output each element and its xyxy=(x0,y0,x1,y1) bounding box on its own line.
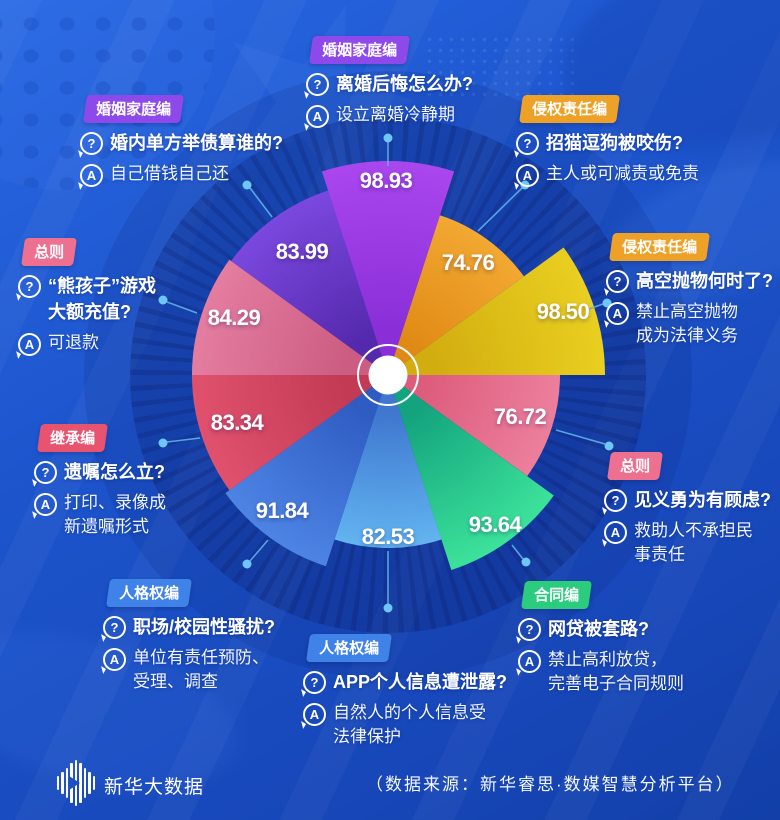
rose-wedge-继承编-83.34 xyxy=(191,375,388,491)
rose-wedge-婚姻家庭编-98.93 xyxy=(321,161,455,375)
rose-wedge-侵权责任编-98.50 xyxy=(388,247,605,375)
callout-connector-dot xyxy=(158,295,168,305)
callout-app-privacy: 人格权编 ? APP个人信息遭泄露? A 自然人的个人信息受 法律保护 xyxy=(303,634,507,755)
category-badge: 侵权责任编 xyxy=(519,95,620,123)
question-text: 高空抛物何时了? xyxy=(636,271,773,291)
answer-text: 单位有责任预防、 受理、调查 xyxy=(133,648,269,691)
question-text: 职场/校园性骚扰? xyxy=(133,617,275,637)
question-bubble-icon: ? xyxy=(518,618,541,641)
answer-text: 设立离婚冷静期 xyxy=(336,105,455,124)
rose-wedge-人格权编-82.53 xyxy=(334,375,442,548)
rose-wedge-侵权责任编-74.76 xyxy=(388,215,524,375)
callout-connector-line xyxy=(555,429,606,445)
callout-connector-line xyxy=(249,187,273,218)
rose-wedge-总则-76.72 xyxy=(388,375,560,477)
callout-falling-objects: 侵权责任编 ? 高空抛物何时了? A 禁止高空抛物 成为法律义务 xyxy=(606,233,773,354)
question-text: 见义勇为有顾虑? xyxy=(634,490,771,510)
rose-wedge-人格权编-91.84 xyxy=(225,375,388,567)
question-bubble-icon: ? xyxy=(103,616,126,639)
question-text: 网贷被套路? xyxy=(548,619,649,639)
category-badge: 继承编 xyxy=(37,424,108,452)
callout-connector-line xyxy=(166,301,198,314)
question-text: “熊孩子”游戏 大额充值? xyxy=(48,276,156,322)
callout-connector-line xyxy=(511,544,524,560)
answer-bubble-icon: A xyxy=(34,493,57,516)
center-ring xyxy=(357,344,419,406)
answer-bubble-icon: A xyxy=(518,650,541,673)
question-text: 招猫逗狗被咬伤? xyxy=(546,133,683,153)
callout-connector-line xyxy=(588,303,604,310)
callout-connector-dot xyxy=(383,133,393,143)
rose-wedge-总则-84.29 xyxy=(192,259,388,375)
answer-text: 禁止高利放贷， 完善电子合同规则 xyxy=(548,650,684,693)
callout-connector-line xyxy=(477,187,523,232)
callout-harassment: 人格权编 ? 职场/校园性骚扰? A 单位有责任预防、 受理、调查 xyxy=(103,579,275,700)
category-badge: 侵权责任编 xyxy=(609,233,710,261)
xinhua-bigdata-logo-icon xyxy=(55,760,97,806)
answer-text: 救助人不承担民 事责任 xyxy=(634,521,753,564)
answer-text: 打印、录像成 新遗嘱形式 xyxy=(64,493,166,536)
callout-connector-dot xyxy=(604,441,614,451)
answer-bubble-icon: A xyxy=(604,521,627,544)
answer-bubble-icon: A xyxy=(18,333,41,356)
question-text: APP个人信息遭泄露? xyxy=(333,672,508,692)
dot-grid-decoration xyxy=(424,34,574,96)
callout-kid-recharge: 总则 ? “熊孩子”游戏 大额充值? A 可退款 xyxy=(18,238,156,362)
callout-connector-line xyxy=(166,437,201,443)
answer-bubble-icon: A xyxy=(80,164,103,187)
brand-name: 新华大数据 xyxy=(104,777,205,798)
callout-connector-dot xyxy=(242,559,252,569)
answer-text: 主人或可减责或免责 xyxy=(546,164,699,183)
question-text: 离婚后悔怎么办? xyxy=(336,74,473,94)
question-text: 婚内单方举债算谁的? xyxy=(110,133,283,153)
category-badge: 人格权编 xyxy=(106,579,192,607)
answer-bubble-icon: A xyxy=(103,648,126,671)
question-bubble-icon: ? xyxy=(516,132,539,155)
callout-marriage-divorce: 婚姻家庭编 ? 离婚后悔怎么办? A 设立离婚冷静期 xyxy=(306,36,473,134)
answer-bubble-icon: A xyxy=(306,105,329,128)
answer-bubble-icon: A xyxy=(303,703,326,726)
callout-connector-dot xyxy=(521,557,531,567)
question-bubble-icon: ? xyxy=(80,132,103,155)
answer-text: 可退款 xyxy=(48,333,99,352)
callout-online-loan: 合同编 ? 网贷被套路? A 禁止高利放贷， 完善电子合同规则 xyxy=(518,581,684,702)
footer: 新华大数据 （数据来源：新华睿思·数媒智慧分析平台） xyxy=(0,752,780,812)
callout-will: 继承编 ? 遗嘱怎么立? A 打印、录像成 新遗嘱形式 xyxy=(34,424,166,545)
category-badge: 人格权编 xyxy=(306,634,392,662)
answer-text: 自己借钱自己还 xyxy=(110,164,229,183)
category-badge: 合同编 xyxy=(521,581,592,609)
callout-good-samaritan: 总则 ? 见义勇为有顾虑? A 救助人不承担民 事责任 xyxy=(604,452,771,573)
center-circle xyxy=(368,355,408,395)
data-source-note: （数据来源：新华睿思·数媒智慧分析平台） xyxy=(366,775,735,794)
answer-bubble-icon: A xyxy=(516,164,539,187)
category-badge: 总则 xyxy=(21,238,77,266)
question-bubble-icon: ? xyxy=(604,489,627,512)
category-badge: 总则 xyxy=(607,452,663,480)
callout-connector-line xyxy=(249,539,269,562)
category-badge: 婚姻家庭编 xyxy=(83,95,184,123)
callout-connector-dot xyxy=(242,180,252,190)
answer-text: 禁止高空抛物 成为法律义务 xyxy=(636,302,738,345)
question-bubble-icon: ? xyxy=(606,270,629,293)
question-text: 遗嘱怎么立? xyxy=(64,462,165,482)
rose-wedge-婚姻家庭编-83.99 xyxy=(231,190,388,375)
rose-wedge-合同编-93.64 xyxy=(388,375,554,570)
category-badge: 婚姻家庭编 xyxy=(309,36,410,64)
callout-marriage-debt: 婚姻家庭编 ? 婚内单方举债算谁的? A 自己借钱自己还 xyxy=(80,95,283,193)
question-bubble-icon: ? xyxy=(34,461,57,484)
callout-connector-dot xyxy=(383,603,393,613)
answer-text: 自然人的个人信息受 法律保护 xyxy=(333,703,486,746)
question-bubble-icon: ? xyxy=(306,73,329,96)
question-bubble-icon: ? xyxy=(18,275,41,298)
callout-connector-dot xyxy=(158,438,168,448)
question-bubble-icon: ? xyxy=(303,671,326,694)
answer-bubble-icon: A xyxy=(606,302,629,325)
callout-pet-bite: 侵权责任编 ? 招猫逗狗被咬伤? A 主人或可减责或免责 xyxy=(516,95,699,193)
